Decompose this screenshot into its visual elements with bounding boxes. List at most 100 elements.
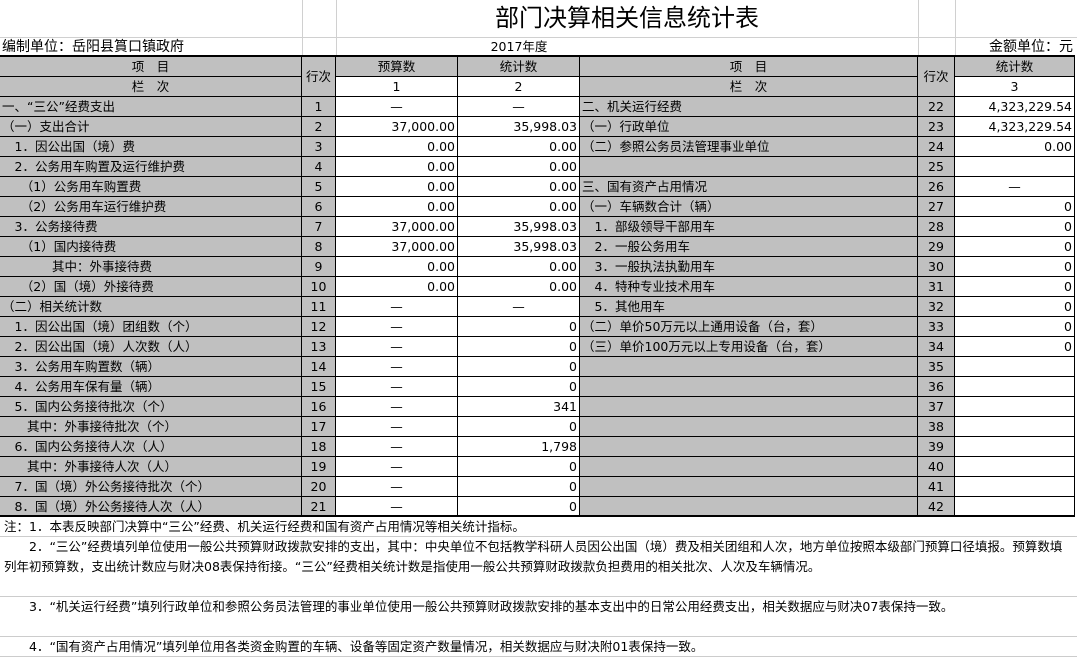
stat-value-right [955, 457, 1075, 477]
row-label: （1）公务用车购置费 [0, 177, 302, 197]
stat-value-right: 4,323,229.54 [955, 97, 1075, 117]
row-label: 4．公务用车保有量（辆） [0, 377, 302, 397]
row-label: 3．公务接待费 [0, 217, 302, 237]
stat-value: 0 [458, 477, 580, 497]
header-col-2: 2 [458, 77, 580, 97]
stat-value: 341 [458, 397, 580, 417]
row-line-no: 13 [302, 337, 336, 357]
note-1: 注：1．本表反映部门决算中“三公”经费、机关运行经费和国有资产占用情况等相关统计… [0, 517, 1077, 537]
row-line-no-right: 40 [918, 457, 955, 477]
page-title: 部门决算相关信息统计表 [495, 4, 759, 32]
stat-value: 0 [458, 377, 580, 397]
row-label: （1）国内接待费 [0, 237, 302, 257]
row-label-right: 4．特种专业技术用车 [580, 277, 918, 297]
reporting-unit: 编制单位：岳阳县篔口镇政府 [2, 39, 184, 55]
row-label: 8．国（境）外公务接待人次（人） [0, 497, 302, 517]
row-label-right [580, 397, 918, 417]
stat-value-right [955, 377, 1075, 397]
row-label-right [580, 417, 918, 437]
row-line-no: 4 [302, 157, 336, 177]
stat-value: 0 [458, 317, 580, 337]
stat-value: 0.00 [458, 137, 580, 157]
budget-value: — [336, 477, 458, 497]
stat-value-right: 0 [955, 297, 1075, 317]
budget-value: — [336, 397, 458, 417]
row-label: 一、“三公”经费支出 [0, 97, 302, 117]
row-label-right: （三）单价100万元以上专用设备（台，套） [580, 337, 918, 357]
note-3: 3．“机关运行经费”填列行政单位和参照公务员法管理的事业单位使用一般公共预算财政… [0, 597, 1077, 637]
row-label-right: 5．其他用车 [580, 297, 918, 317]
row-line-no: 2 [302, 117, 336, 137]
header-line-no-right: 行次 [918, 57, 955, 97]
fiscal-year: 2017年度 [490, 39, 548, 54]
stat-value: 0 [458, 357, 580, 377]
budget-value: — [336, 337, 458, 357]
budget-value: 0.00 [336, 197, 458, 217]
row-label-right [580, 477, 918, 497]
header-item: 项 目 [0, 57, 302, 77]
stat-value-right: 0.00 [955, 137, 1075, 157]
row-label: 2．公务用车购置及运行维护费 [0, 157, 302, 177]
row-line-no: 16 [302, 397, 336, 417]
gridline [955, 0, 956, 56]
header-col-3: 3 [955, 77, 1075, 97]
gridline [0, 37, 1077, 38]
row-label-right: 2．一般公务用车 [580, 237, 918, 257]
row-line-no-right: 38 [918, 417, 955, 437]
row-label-right: （二）单价50万元以上通用设备（台，套） [580, 317, 918, 337]
stat-value: — [458, 297, 580, 317]
row-label-right: 1．部级领导干部用车 [580, 217, 918, 237]
stat-value: 35,998.03 [458, 117, 580, 137]
stat-value: 0.00 [458, 277, 580, 297]
header-column: 栏 次 [0, 77, 302, 97]
money-unit: 金额单位：元 [989, 39, 1073, 55]
row-label: 2．因公出国（境）人次数（人） [0, 337, 302, 357]
row-label-right: （一）行政单位 [580, 117, 918, 137]
stat-value-right: 4,323,229.54 [955, 117, 1075, 137]
row-line-no-right: 35 [918, 357, 955, 377]
row-line-no: 1 [302, 97, 336, 117]
row-line-no-right: 29 [918, 237, 955, 257]
row-line-no: 19 [302, 457, 336, 477]
row-label: 其中：外事接待人次（人） [0, 457, 302, 477]
budget-value: — [336, 497, 458, 517]
row-label-right: 三、国有资产占用情况 [580, 177, 918, 197]
stat-value-right: 0 [955, 257, 1075, 277]
budget-value: 37,000.00 [336, 217, 458, 237]
stat-value: 0 [458, 497, 580, 517]
row-line-no: 9 [302, 257, 336, 277]
row-line-no: 11 [302, 297, 336, 317]
row-label-right: （一）车辆数合计（辆） [580, 197, 918, 217]
row-label-right: （二）参照公务员法管理事业单位 [580, 137, 918, 157]
stat-value-right: 0 [955, 337, 1075, 357]
budget-value: 0.00 [336, 177, 458, 197]
stat-value-right: 0 [955, 197, 1075, 217]
stat-value-right: — [955, 177, 1075, 197]
stat-value-right [955, 417, 1075, 437]
row-line-no: 14 [302, 357, 336, 377]
row-line-no-right: 41 [918, 477, 955, 497]
stat-value: 0 [458, 457, 580, 477]
row-label-right [580, 357, 918, 377]
row-label-right [580, 157, 918, 177]
header-stat-right: 统计数 [955, 57, 1075, 77]
budget-value: — [336, 297, 458, 317]
stat-value: 0.00 [458, 257, 580, 277]
stat-value-right: 0 [955, 217, 1075, 237]
row-line-no-right: 25 [918, 157, 955, 177]
row-label-right [580, 437, 918, 457]
row-line-no: 5 [302, 177, 336, 197]
row-line-no-right: 42 [918, 497, 955, 517]
row-label: 其中：外事接待费 [0, 257, 302, 277]
gridline [918, 0, 919, 56]
stat-value-right [955, 357, 1075, 377]
row-label-right [580, 377, 918, 397]
header-line-no: 行次 [302, 57, 336, 97]
stat-value-right [955, 157, 1075, 177]
budget-value: — [336, 457, 458, 477]
header-stat: 统计数 [458, 57, 580, 77]
row-label: 1．因公出国（境）费 [0, 137, 302, 157]
stat-value: 35,998.03 [458, 217, 580, 237]
row-label: （二）相关统计数 [0, 297, 302, 317]
